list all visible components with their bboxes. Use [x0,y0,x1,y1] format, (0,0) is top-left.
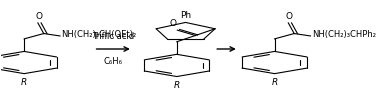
Text: O: O [285,12,293,21]
Text: O: O [169,19,177,28]
Text: C₆H₆: C₆H₆ [104,57,123,66]
Text: R: R [271,78,278,88]
Text: R: R [21,78,27,88]
Text: O: O [35,12,42,21]
Text: Triflic acid: Triflic acid [92,32,134,41]
Text: Ph: Ph [180,11,191,20]
Text: R: R [174,81,180,90]
Text: NH(CH₂)₃CHPh₂: NH(CH₂)₃CHPh₂ [312,30,376,39]
Text: NH(CH₂)₃CH(OEt)₂: NH(CH₂)₃CH(OEt)₂ [61,30,136,39]
